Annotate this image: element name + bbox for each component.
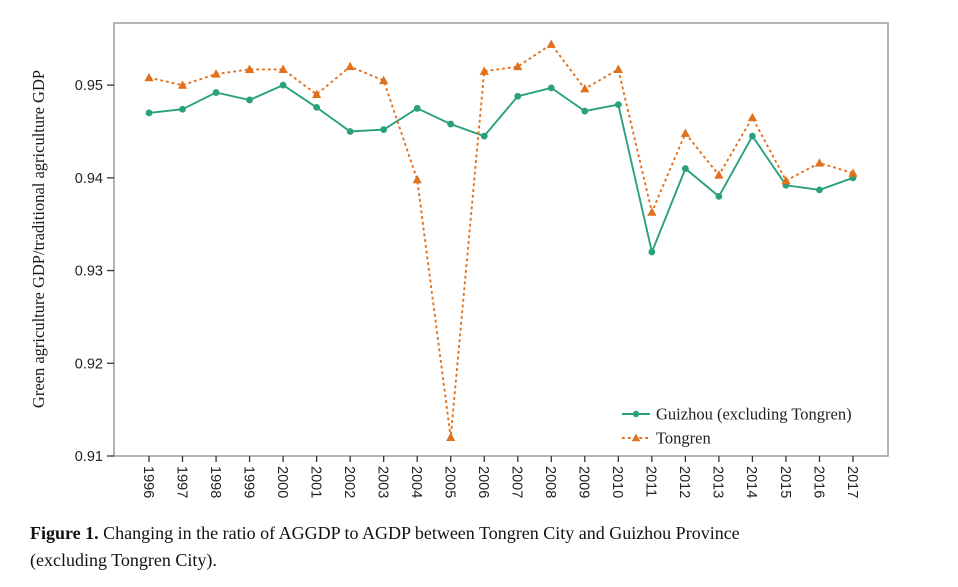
data-point-marker [613, 64, 623, 73]
x-tick-label: 2000 [274, 466, 290, 498]
data-point-marker [547, 84, 555, 92]
data-point-marker [680, 128, 690, 137]
y-tick-label: 0.93 [75, 264, 103, 280]
x-tick-label: 2008 [542, 466, 558, 498]
x-tick-label: 2011 [643, 466, 659, 497]
x-tick-label: 2009 [576, 466, 592, 498]
data-point-marker [312, 89, 322, 98]
legend-marker-triangle [631, 433, 641, 442]
data-point-marker [514, 92, 522, 100]
data-point-marker [714, 170, 724, 179]
data-point-marker [581, 107, 589, 115]
data-point-marker [413, 104, 421, 112]
data-point-marker [313, 103, 321, 111]
data-point-marker [211, 69, 221, 78]
data-point-marker [513, 61, 523, 71]
legend-item-tongren: Tongren [622, 429, 711, 448]
legend-item-guizhou: Guizhou (excluding Tongren) [622, 405, 852, 424]
series-line-guizhou [148, 84, 854, 256]
data-point-marker [580, 84, 590, 93]
y-tick-label: 0.95 [75, 78, 103, 94]
x-tick-label: 2010 [609, 466, 625, 498]
x-tick-label: 2002 [341, 466, 357, 498]
x-tick-label: 2006 [475, 466, 491, 498]
x-tick-label: 2003 [374, 466, 390, 498]
line-chart: 0.91 0.92 0.93 0.94 0.95 1996 1997 1998 1999 2000… [29, 22, 889, 498]
x-tick-label: 2001 [307, 466, 323, 498]
data-point-marker [446, 432, 456, 442]
data-point-marker [715, 192, 723, 200]
x-tick-label: 2004 [408, 466, 424, 498]
data-point-marker [749, 132, 756, 140]
x-tick-label: 1996 [140, 466, 156, 498]
x-tick-label: 1997 [173, 466, 189, 498]
data-point-marker [480, 132, 488, 140]
x-tick-label: 2016 [810, 466, 826, 498]
data-point-marker [279, 81, 287, 89]
data-point-marker [278, 64, 288, 73]
data-point-marker [848, 168, 858, 177]
caption-text-line1: Changing in the ratio of AGGDP to AGDP b… [98, 523, 740, 543]
data-point-marker [546, 39, 556, 48]
data-point-marker [781, 175, 791, 185]
y-tick-label: 0.91 [75, 449, 103, 465]
caption-text-line2: (excluding Tongren City). [30, 550, 217, 570]
y-tick-label: 0.92 [75, 356, 103, 372]
data-point-marker [447, 120, 455, 128]
data-point-marker [681, 165, 689, 172]
series-line-tongren [148, 43, 854, 438]
y-axis-title: Green agriculture GDP/traditional agricu… [29, 70, 48, 408]
data-point-marker [212, 89, 220, 96]
legend-marker-circle [632, 410, 640, 418]
data-point-marker [145, 109, 153, 117]
data-point-marker [379, 75, 389, 85]
data-point-marker [177, 80, 188, 89]
x-tick-label: 2005 [442, 466, 458, 498]
data-point-marker [346, 128, 354, 135]
data-point-marker [816, 186, 823, 194]
x-tick-label: 2014 [743, 466, 759, 498]
data-point-marker [614, 101, 622, 108]
legend-label: Guizhou (excluding Tongren) [656, 405, 852, 424]
data-point-marker [179, 105, 186, 113]
y-tick-label: 0.94 [75, 171, 103, 187]
data-point-marker [412, 174, 422, 184]
data-point-marker [814, 158, 825, 167]
x-tick-label: 1998 [207, 466, 223, 498]
x-tick-label: 2012 [676, 466, 692, 498]
data-point-marker [380, 126, 388, 134]
x-tick-label: 2013 [710, 466, 726, 498]
data-point-marker [246, 96, 253, 104]
x-tick-label: 2017 [844, 466, 860, 498]
data-point-marker [144, 72, 154, 82]
legend-label: Tongren [656, 429, 711, 448]
data-point-marker [648, 248, 656, 256]
data-point-marker [345, 61, 355, 71]
data-point-marker [244, 64, 255, 73]
x-tick-label: 2007 [509, 466, 525, 498]
plot-frame [113, 22, 889, 457]
caption-label: Figure 1. [30, 523, 99, 543]
data-point-marker [747, 112, 758, 122]
x-tick-label: 1999 [240, 466, 256, 498]
x-tick-label: 2015 [777, 466, 793, 498]
figure-caption: Figure 1. Changing in the ratio of AGGDP… [30, 520, 930, 574]
data-point-marker [479, 66, 489, 75]
data-point-marker [647, 207, 657, 216]
